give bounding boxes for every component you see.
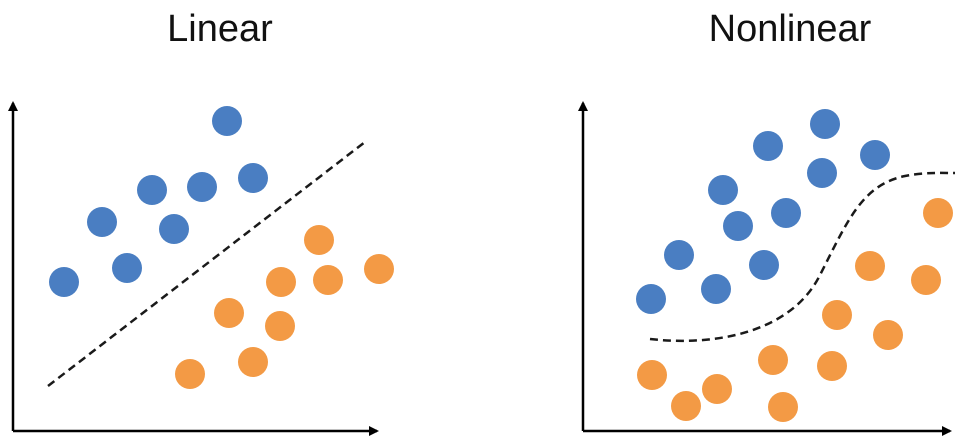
nonlinear-panel-title: Nonlinear bbox=[708, 8, 872, 50]
linear-panel-axes bbox=[7, 101, 379, 436]
linear-orange-class-point bbox=[238, 347, 268, 377]
nonlinear-blue-class-point bbox=[810, 109, 840, 139]
nonlinear-orange-class-point bbox=[768, 392, 798, 422]
linear-blue-class-point bbox=[137, 175, 167, 205]
linear-blue-class-point bbox=[87, 207, 117, 237]
nonlinear-blue-class-point bbox=[708, 175, 738, 205]
linear-blue-class-point bbox=[49, 267, 79, 297]
linear-orange-class-point bbox=[175, 359, 205, 389]
nonlinear-blue-class-point bbox=[636, 284, 666, 314]
linear-blue-class-point bbox=[159, 214, 189, 244]
nonlinear-blue-class-point bbox=[860, 140, 890, 170]
nonlinear-orange-class-point bbox=[911, 265, 941, 295]
linear-orange-class-point bbox=[265, 311, 295, 341]
linear-blue-class-point bbox=[212, 106, 242, 136]
data-points bbox=[49, 106, 953, 422]
linear-decision-boundary bbox=[47, 141, 366, 387]
nonlinear-blue-class-point bbox=[749, 250, 779, 280]
linear-orange-class-point bbox=[266, 267, 296, 297]
nonlinear-orange-class-point bbox=[923, 198, 953, 228]
linear-blue-class-point bbox=[112, 253, 142, 283]
linear-orange-class-point bbox=[313, 265, 343, 295]
nonlinear-blue-class-point bbox=[807, 158, 837, 188]
nonlinear-orange-class-point bbox=[822, 300, 852, 330]
linear-orange-class-point bbox=[214, 298, 244, 328]
linear-blue-class-point bbox=[187, 172, 217, 202]
nonlinear-orange-class-point bbox=[817, 351, 847, 381]
nonlinear-blue-class-point bbox=[664, 240, 694, 270]
nonlinear-decision-boundary bbox=[649, 171, 956, 343]
nonlinear-blue-class-point bbox=[753, 131, 783, 161]
nonlinear-panel-axes bbox=[578, 101, 952, 436]
nonlinear-blue-class-point bbox=[771, 198, 801, 228]
nonlinear-orange-class-point bbox=[671, 391, 701, 421]
linear-orange-class-point bbox=[304, 225, 334, 255]
nonlinear-blue-class-point bbox=[723, 211, 753, 241]
nonlinear-orange-class-point bbox=[855, 251, 885, 281]
linear-orange-class-point bbox=[364, 254, 394, 284]
nonlinear-orange-class-point bbox=[637, 360, 667, 390]
nonlinear-orange-class-point bbox=[702, 374, 732, 404]
linear-panel-title: Linear bbox=[167, 8, 273, 50]
nonlinear-orange-class-point bbox=[873, 320, 903, 350]
nonlinear-blue-class-point bbox=[701, 274, 731, 304]
nonlinear-orange-class-point bbox=[758, 345, 788, 375]
linear-blue-class-point bbox=[238, 163, 268, 193]
